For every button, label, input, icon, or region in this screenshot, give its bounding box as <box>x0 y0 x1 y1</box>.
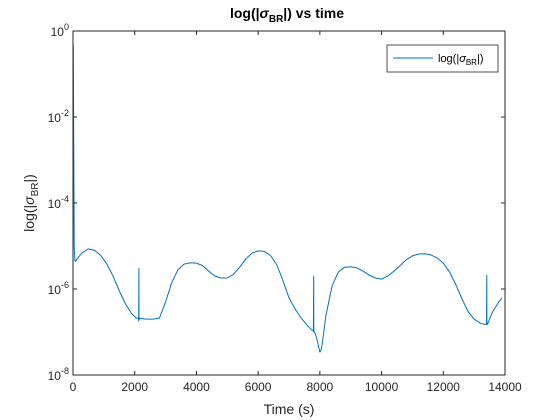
chart-title: log(|σBR|) vs time <box>230 5 344 25</box>
series-line <box>72 43 503 353</box>
x-tick-label: 2000 <box>121 380 148 394</box>
legend: log(|σBR|) <box>386 44 499 73</box>
y-tick-label: 10-6 <box>48 280 69 297</box>
x-tick-label: 14000 <box>488 380 522 394</box>
y-tick-exponent: -6 <box>61 280 69 290</box>
y-tick-base: 10 <box>51 25 65 39</box>
y-tick-base: 10 <box>48 369 62 383</box>
x-tick-label: 10000 <box>365 380 399 394</box>
y-tick-base: 10 <box>48 111 62 125</box>
x-tick-label: 0 <box>70 380 77 394</box>
y-tick-exponent: 0 <box>64 22 69 32</box>
y-tick-base: 10 <box>48 197 62 211</box>
y-tick-exponent: -2 <box>61 108 69 118</box>
y-tick-label: 10-8 <box>48 366 69 383</box>
legend-pre: log(| <box>438 53 459 65</box>
title-subscript: BR <box>269 14 284 25</box>
x-tick-label: 6000 <box>245 380 272 394</box>
legend-post: |) <box>477 53 484 65</box>
y-tick-label: 100 <box>51 22 69 39</box>
y-tick-base: 10 <box>48 283 62 297</box>
y-axis-label: log(|σBR|) <box>21 174 41 232</box>
legend-symbol: σ <box>459 53 466 65</box>
ylabel-pre: log(| <box>21 205 37 232</box>
x-tick-label: 4000 <box>183 380 210 394</box>
x-tick-label: 12000 <box>427 380 461 394</box>
y-tick-label: 10-4 <box>48 194 69 211</box>
title-post: |) vs time <box>283 5 344 21</box>
ylabel-post: |) <box>21 174 37 182</box>
title-symbol: σ <box>260 5 270 21</box>
x-axis-ticks: 0 2000 4000 6000 8000 10000 12000 14000 <box>70 31 522 394</box>
y-tick-label: 10-2 <box>48 108 69 125</box>
legend-label: log(|σBR|) <box>438 53 484 67</box>
plot-area <box>73 31 505 375</box>
ylabel-subscript: BR <box>30 182 41 196</box>
x-tick-label: 8000 <box>307 380 334 394</box>
x-axis-label: Time (s) <box>264 401 315 417</box>
y-tick-exponent: -4 <box>61 194 69 204</box>
title-pre: log(| <box>230 5 260 21</box>
y-tick-exponent: -8 <box>61 366 69 376</box>
ylabel-symbol: σ <box>21 196 37 205</box>
legend-subscript: BR <box>466 58 477 67</box>
